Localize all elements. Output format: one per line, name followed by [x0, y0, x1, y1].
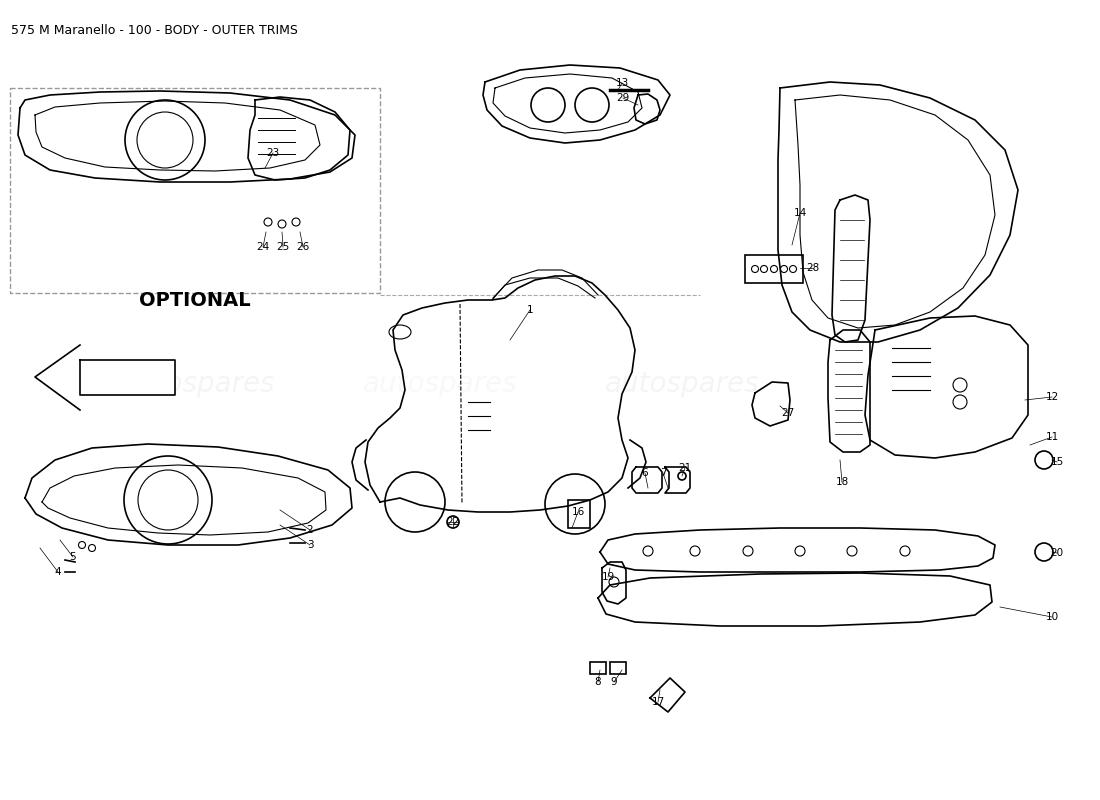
Text: 28: 28	[806, 263, 820, 273]
Text: 12: 12	[1045, 392, 1058, 402]
Polygon shape	[35, 345, 80, 410]
Text: 4: 4	[55, 567, 62, 577]
Polygon shape	[80, 360, 175, 395]
Bar	[745, 255, 803, 283]
Text: 29: 29	[616, 93, 629, 103]
Text: 22: 22	[447, 517, 460, 527]
Text: OPTIONAL: OPTIONAL	[140, 290, 251, 310]
Text: 13: 13	[615, 78, 628, 88]
Text: 26: 26	[296, 242, 309, 252]
Text: 6: 6	[641, 468, 648, 478]
Text: 9: 9	[610, 677, 617, 687]
Text: 18: 18	[835, 477, 848, 487]
Text: autospares: autospares	[605, 370, 759, 398]
Text: 15: 15	[1050, 457, 1064, 467]
Text: autospares: autospares	[363, 370, 517, 398]
Text: 2: 2	[307, 525, 314, 535]
Text: 25: 25	[276, 242, 289, 252]
Bar	[590, 662, 606, 674]
Text: 10: 10	[1045, 612, 1058, 622]
Text: 27: 27	[781, 408, 794, 418]
Text: 20: 20	[1050, 548, 1064, 558]
Text: 21: 21	[679, 463, 692, 473]
Text: 23: 23	[266, 148, 279, 158]
Text: 16: 16	[571, 507, 584, 517]
Text: 3: 3	[307, 540, 314, 550]
Text: 11: 11	[1045, 432, 1058, 442]
Bar	[10, 88, 379, 293]
Text: 24: 24	[256, 242, 270, 252]
Text: 19: 19	[602, 572, 615, 582]
Text: 14: 14	[793, 208, 806, 218]
Bar	[568, 500, 590, 528]
Text: 7: 7	[660, 468, 667, 478]
Bar	[610, 662, 626, 674]
Text: 5: 5	[69, 552, 76, 562]
Text: 17: 17	[651, 697, 664, 707]
Text: autospares: autospares	[121, 370, 275, 398]
Text: 1: 1	[527, 305, 534, 315]
Text: 8: 8	[595, 677, 602, 687]
Text: 575 M Maranello - 100 - BODY - OUTER TRIMS: 575 M Maranello - 100 - BODY - OUTER TRI…	[11, 24, 298, 37]
